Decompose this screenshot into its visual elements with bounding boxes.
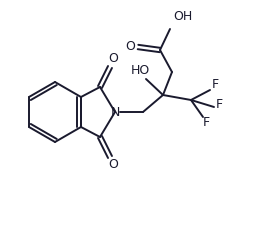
Text: HO: HO — [130, 65, 150, 77]
Text: O: O — [108, 158, 118, 171]
Text: F: F — [202, 115, 210, 128]
Text: F: F — [211, 79, 218, 92]
Text: O: O — [125, 40, 135, 52]
Text: N: N — [110, 106, 120, 119]
Text: F: F — [215, 99, 222, 112]
Text: O: O — [108, 52, 118, 65]
Text: OH: OH — [173, 11, 193, 23]
